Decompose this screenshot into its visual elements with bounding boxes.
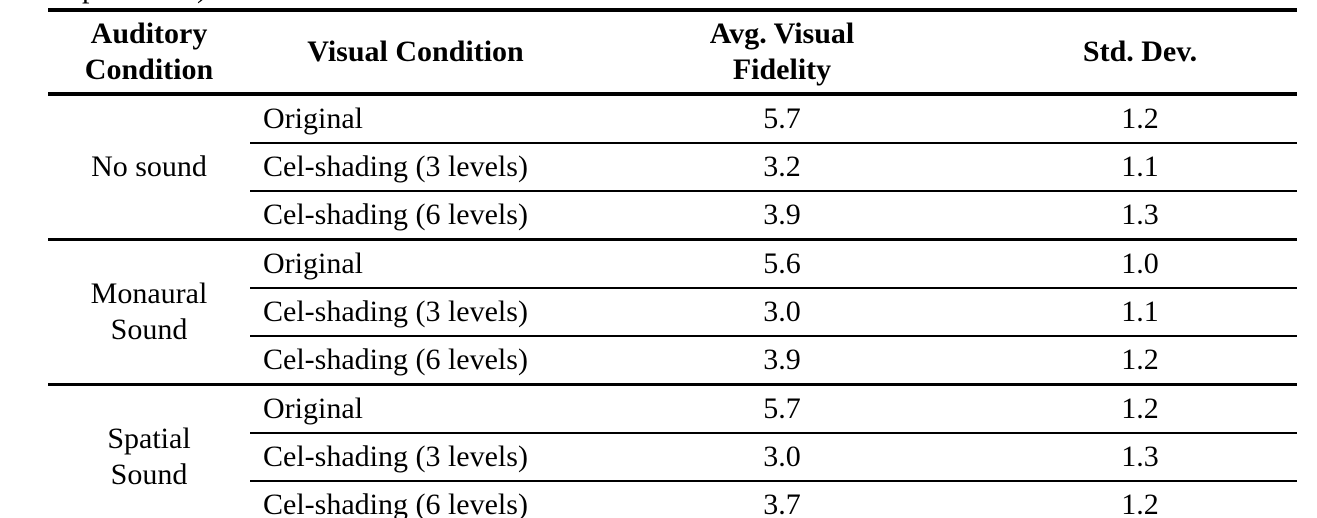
header-text: Auditory xyxy=(90,17,208,50)
header-text: Visual Condition xyxy=(307,35,524,68)
group-monaural-sound: Monaural Sound Original 5.6 1.0 Cel-shad… xyxy=(48,239,1297,386)
avg-fidelity-cell: 3.9 xyxy=(581,336,983,386)
std-dev-cell: 1.1 xyxy=(983,143,1297,192)
std-dev-cell: 1.0 xyxy=(983,239,1297,289)
header-text: Avg. Visual xyxy=(709,17,855,50)
visual-condition-cell: Cel-shading (3 levels) xyxy=(250,288,581,337)
table-row: No sound Original 5.7 1.2 xyxy=(48,94,1297,241)
std-dev-cell: 1.2 xyxy=(983,336,1297,386)
visual-condition-cell: Original xyxy=(250,94,581,144)
table-row: Cel-shading (3 levels) 3.2 1.1 xyxy=(48,143,1297,192)
col-header-visual-condition: Visual Condition xyxy=(250,10,581,96)
table-row: Cel-shading (6 levels) 3.9 1.2 xyxy=(48,336,1297,386)
header-text: Std. Dev. xyxy=(1082,35,1198,68)
avg-fidelity-cell: 5.7 xyxy=(581,94,983,144)
std-dev-cell: 1.2 xyxy=(983,94,1297,144)
clipped-caption-left-glyph: p xyxy=(82,0,97,3)
std-dev-cell: 1.1 xyxy=(983,288,1297,337)
table-row: Monaural Sound Original 5.6 1.0 xyxy=(48,239,1297,386)
header-row: Auditory Condition Visual Condition Avg.… xyxy=(48,10,1297,96)
results-table: Auditory Condition Visual Condition Avg.… xyxy=(48,8,1297,518)
header-text: Condition xyxy=(84,53,214,86)
std-dev-cell: 1.2 xyxy=(983,384,1297,434)
avg-fidelity-cell: 5.7 xyxy=(581,384,983,434)
visual-condition-cell: Cel-shading (3 levels) xyxy=(250,143,581,192)
table-row: Cel-shading (6 levels) 3.7 1.2 xyxy=(48,481,1297,518)
col-header-std-dev: Std. Dev. xyxy=(983,10,1297,96)
std-dev-cell: 1.2 xyxy=(983,481,1297,518)
avg-fidelity-cell: 3.9 xyxy=(581,191,983,241)
visual-condition-cell: Cel-shading (6 levels) xyxy=(250,191,581,241)
avg-fidelity-cell: 3.7 xyxy=(581,481,983,518)
std-dev-cell: 1.3 xyxy=(983,433,1297,482)
table-row: Cel-shading (3 levels) 3.0 1.1 xyxy=(48,288,1297,337)
group-spatial-sound: Spatial Sound Original 5.7 1.2 Cel-shadi… xyxy=(48,384,1297,518)
visual-condition-cell: Cel-shading (3 levels) xyxy=(250,433,581,482)
col-header-avg-visual-fidelity: Avg. Visual Fidelity xyxy=(581,10,983,96)
visual-condition-cell: Cel-shading (6 levels) xyxy=(250,481,581,518)
auditory-condition-cell: No sound xyxy=(48,94,250,241)
col-header-auditory-condition: Auditory Condition xyxy=(48,10,250,96)
clipped-caption-right-glyph: ) xyxy=(197,0,207,3)
visual-condition-cell: Original xyxy=(250,384,581,434)
table-row: Spatial Sound Original 5.7 1.2 xyxy=(48,384,1297,518)
std-dev-cell: 1.3 xyxy=(983,191,1297,241)
visual-condition-cell: Cel-shading (6 levels) xyxy=(250,336,581,386)
table-row: Cel-shading (3 levels) 3.0 1.3 xyxy=(48,433,1297,482)
clipped-caption-fragment: p ) xyxy=(0,0,1317,8)
avg-fidelity-cell: 3.0 xyxy=(581,433,983,482)
auditory-condition-cell: Spatial Sound xyxy=(48,384,250,518)
visual-condition-cell: Original xyxy=(250,239,581,289)
group-no-sound: No sound Original 5.7 1.2 Cel-shading (3… xyxy=(48,94,1297,241)
table-row: Cel-shading (6 levels) 3.9 1.3 xyxy=(48,191,1297,241)
avg-fidelity-cell: 3.0 xyxy=(581,288,983,337)
header-text: Fidelity xyxy=(732,53,832,86)
avg-fidelity-cell: 5.6 xyxy=(581,239,983,289)
auditory-condition-cell: Monaural Sound xyxy=(48,239,250,386)
avg-fidelity-cell: 3.2 xyxy=(581,143,983,192)
